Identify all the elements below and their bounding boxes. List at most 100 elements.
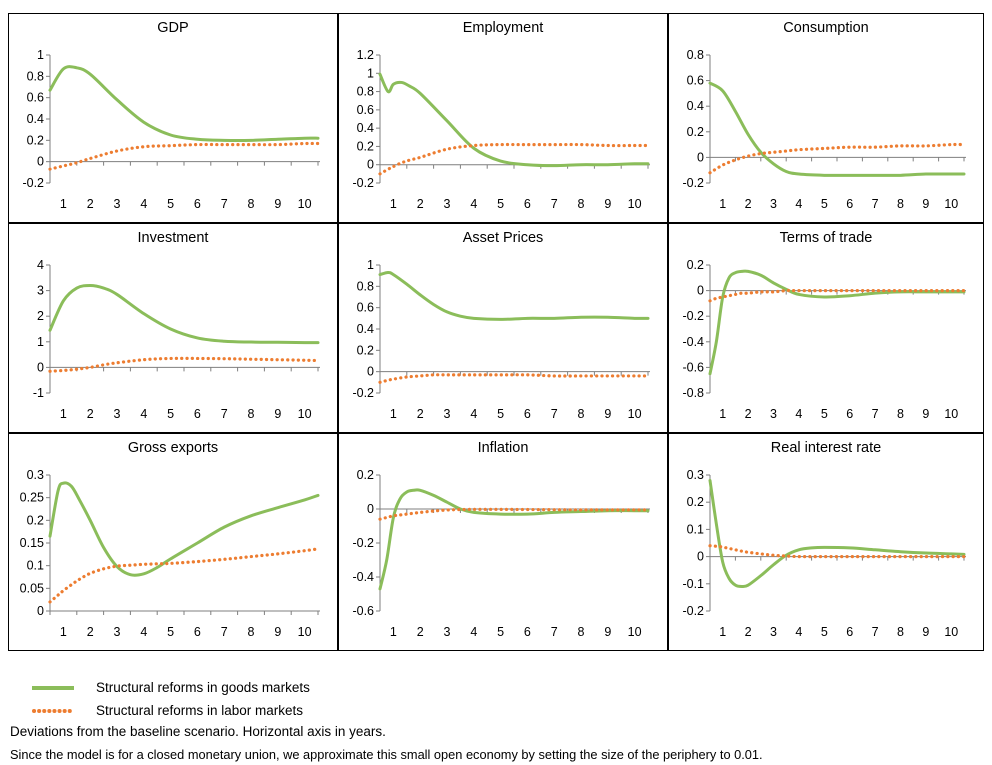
x-tick-label: 2 (87, 197, 94, 211)
legend-label-goods: Structural reforms in goods markets (96, 680, 310, 695)
y-tick-label: 0.6 (357, 301, 374, 315)
x-tick-label: 8 (897, 407, 904, 421)
x-tick-label: 7 (551, 407, 558, 421)
panel-frame (338, 13, 668, 223)
x-tick-label: 3 (770, 407, 777, 421)
y-tick-label: 2 (37, 309, 44, 323)
legend-label-labor: Structural reforms in labor markets (96, 703, 304, 718)
panel-title: Consumption (783, 20, 868, 36)
series-line-goods (378, 488, 650, 591)
y-tick-label: 1 (37, 335, 44, 349)
note-model: Since the model is for a closed monetary… (10, 747, 763, 762)
x-tick-label: 9 (604, 197, 611, 211)
x-tick-label: 8 (578, 407, 585, 421)
x-tick-label: 7 (221, 625, 228, 639)
x-tick-label: 9 (274, 407, 281, 421)
panel-inflation: Inflation -0.6 -0.4 -0.2 0 0.2 1 2 3 4 5 6 7 8 9 10 (338, 433, 668, 651)
x-tick-label: 3 (444, 407, 451, 421)
panel-title: Asset Prices (463, 230, 544, 246)
y-tick-label: -0.2 (352, 536, 374, 550)
y-tick-label: 0.4 (27, 112, 44, 126)
y-tick-label: 0.2 (687, 495, 704, 509)
x-tick-label: 9 (604, 625, 611, 639)
x-tick-label: 1 (390, 625, 397, 639)
y-tick-label: -0.2 (352, 386, 374, 400)
x-tick-label: 6 (846, 407, 853, 421)
x-tick-label: 2 (417, 625, 424, 639)
x-tick-label: 3 (114, 625, 121, 639)
x-tick-label: 8 (897, 625, 904, 639)
y-tick-label: -0.1 (682, 577, 704, 591)
x-tick-label: 5 (167, 625, 174, 639)
series-line-goods (378, 72, 650, 168)
series-line-labor (708, 142, 966, 175)
x-tick-label: 1 (719, 625, 726, 639)
y-tick-label: -0.4 (352, 570, 374, 584)
series-line-goods (48, 481, 320, 577)
series-line-goods (708, 269, 966, 376)
series-line-goods (48, 65, 320, 142)
panel-title: Inflation (478, 440, 529, 456)
x-tick-label: 9 (922, 625, 929, 639)
note-deviations: Deviations from the baseline scenario. H… (10, 724, 386, 739)
x-tick-label: 3 (444, 625, 451, 639)
panel-asset-prices: Asset Prices -0.2 0 0.2 0.4 0.6 0.8 1 1 2 3 4 5 6 7 8 9 1… (338, 223, 668, 433)
y-tick-label: 0.6 (27, 91, 44, 105)
x-tick-label: 2 (745, 197, 752, 211)
y-tick-label: -0.2 (682, 309, 704, 323)
panel-frame (668, 13, 984, 223)
x-tick-label: 10 (298, 197, 312, 211)
panel-real-interest-rate: Real interest rate -0.2 -0.1 0 0.1 0.2 0.3 1 2 3 4… (668, 433, 984, 651)
panel-title: Gross exports (128, 440, 218, 456)
panel-gross-exports: Gross exports 0 0.05 0.1 0.15 0.2 0.25 0.3 1 2 3 4 5… (8, 433, 338, 651)
x-tick-label: 7 (872, 197, 879, 211)
x-tick-label: 10 (944, 407, 958, 421)
series-line-labor (378, 373, 650, 384)
x-tick-label: 9 (274, 625, 281, 639)
x-tick-label: 8 (248, 197, 255, 211)
x-tick-label: 10 (944, 197, 958, 211)
panel-investment: Investment -1 0 1 2 3 4 1 2 3 4 5 6 7 8 9 10 (8, 223, 338, 433)
y-tick-label: -0.2 (22, 176, 44, 190)
x-tick-label: 5 (167, 407, 174, 421)
panel-employment: Employment -0.2 0 0.2 0.4 0.6 0.8 1 1.2 1 2 3 4 5 6 7 8 9… (338, 13, 668, 223)
y-tick-label: 0 (367, 502, 374, 516)
legend-item-goods: Structural reforms in goods markets (0, 678, 992, 698)
x-tick-label: 2 (87, 625, 94, 639)
x-tick-label: 5 (167, 197, 174, 211)
x-tick-label: 4 (140, 197, 147, 211)
x-tick-label: 7 (551, 197, 558, 211)
y-tick-label: -1 (33, 386, 44, 400)
x-tick-label: 6 (846, 625, 853, 639)
panel-gdp: GDP -0.2 0 0.2 0.4 0.6 0.8 1 1 2 3 4 5 6 7 8 9 10 (8, 13, 338, 223)
x-tick-label: 6 (524, 625, 531, 639)
x-tick-label: 6 (524, 197, 531, 211)
x-tick-label: 2 (417, 407, 424, 421)
y-tick-label: 0.8 (357, 279, 374, 293)
panel-frame (668, 223, 984, 433)
x-tick-label: 4 (795, 407, 802, 421)
x-tick-label: 5 (497, 407, 504, 421)
y-tick-label: -0.4 (682, 335, 704, 349)
x-tick-label: 7 (221, 407, 228, 421)
y-tick-label: -0.2 (682, 604, 704, 618)
x-tick-label: 1 (60, 197, 67, 211)
legend-item-labor: Structural reforms in labor markets (0, 701, 992, 721)
y-tick-label: -0.6 (682, 360, 704, 374)
x-tick-label: 3 (114, 197, 121, 211)
y-tick-label: 0.3 (27, 468, 44, 482)
x-tick-label: 10 (628, 407, 642, 421)
y-tick-label: 0 (37, 155, 44, 169)
x-tick-label: 9 (274, 197, 281, 211)
y-tick-label: 0.1 (27, 559, 44, 573)
x-tick-label: 10 (628, 197, 642, 211)
x-tick-label: 7 (872, 625, 879, 639)
y-tick-label: 0.6 (687, 74, 704, 88)
x-tick-label: 6 (524, 407, 531, 421)
y-tick-label: 0.2 (27, 513, 44, 527)
x-tick-label: 6 (194, 407, 201, 421)
x-tick-label: 7 (551, 625, 558, 639)
panel-frame (8, 13, 338, 223)
x-tick-label: 8 (248, 407, 255, 421)
x-tick-label: 4 (140, 407, 147, 421)
